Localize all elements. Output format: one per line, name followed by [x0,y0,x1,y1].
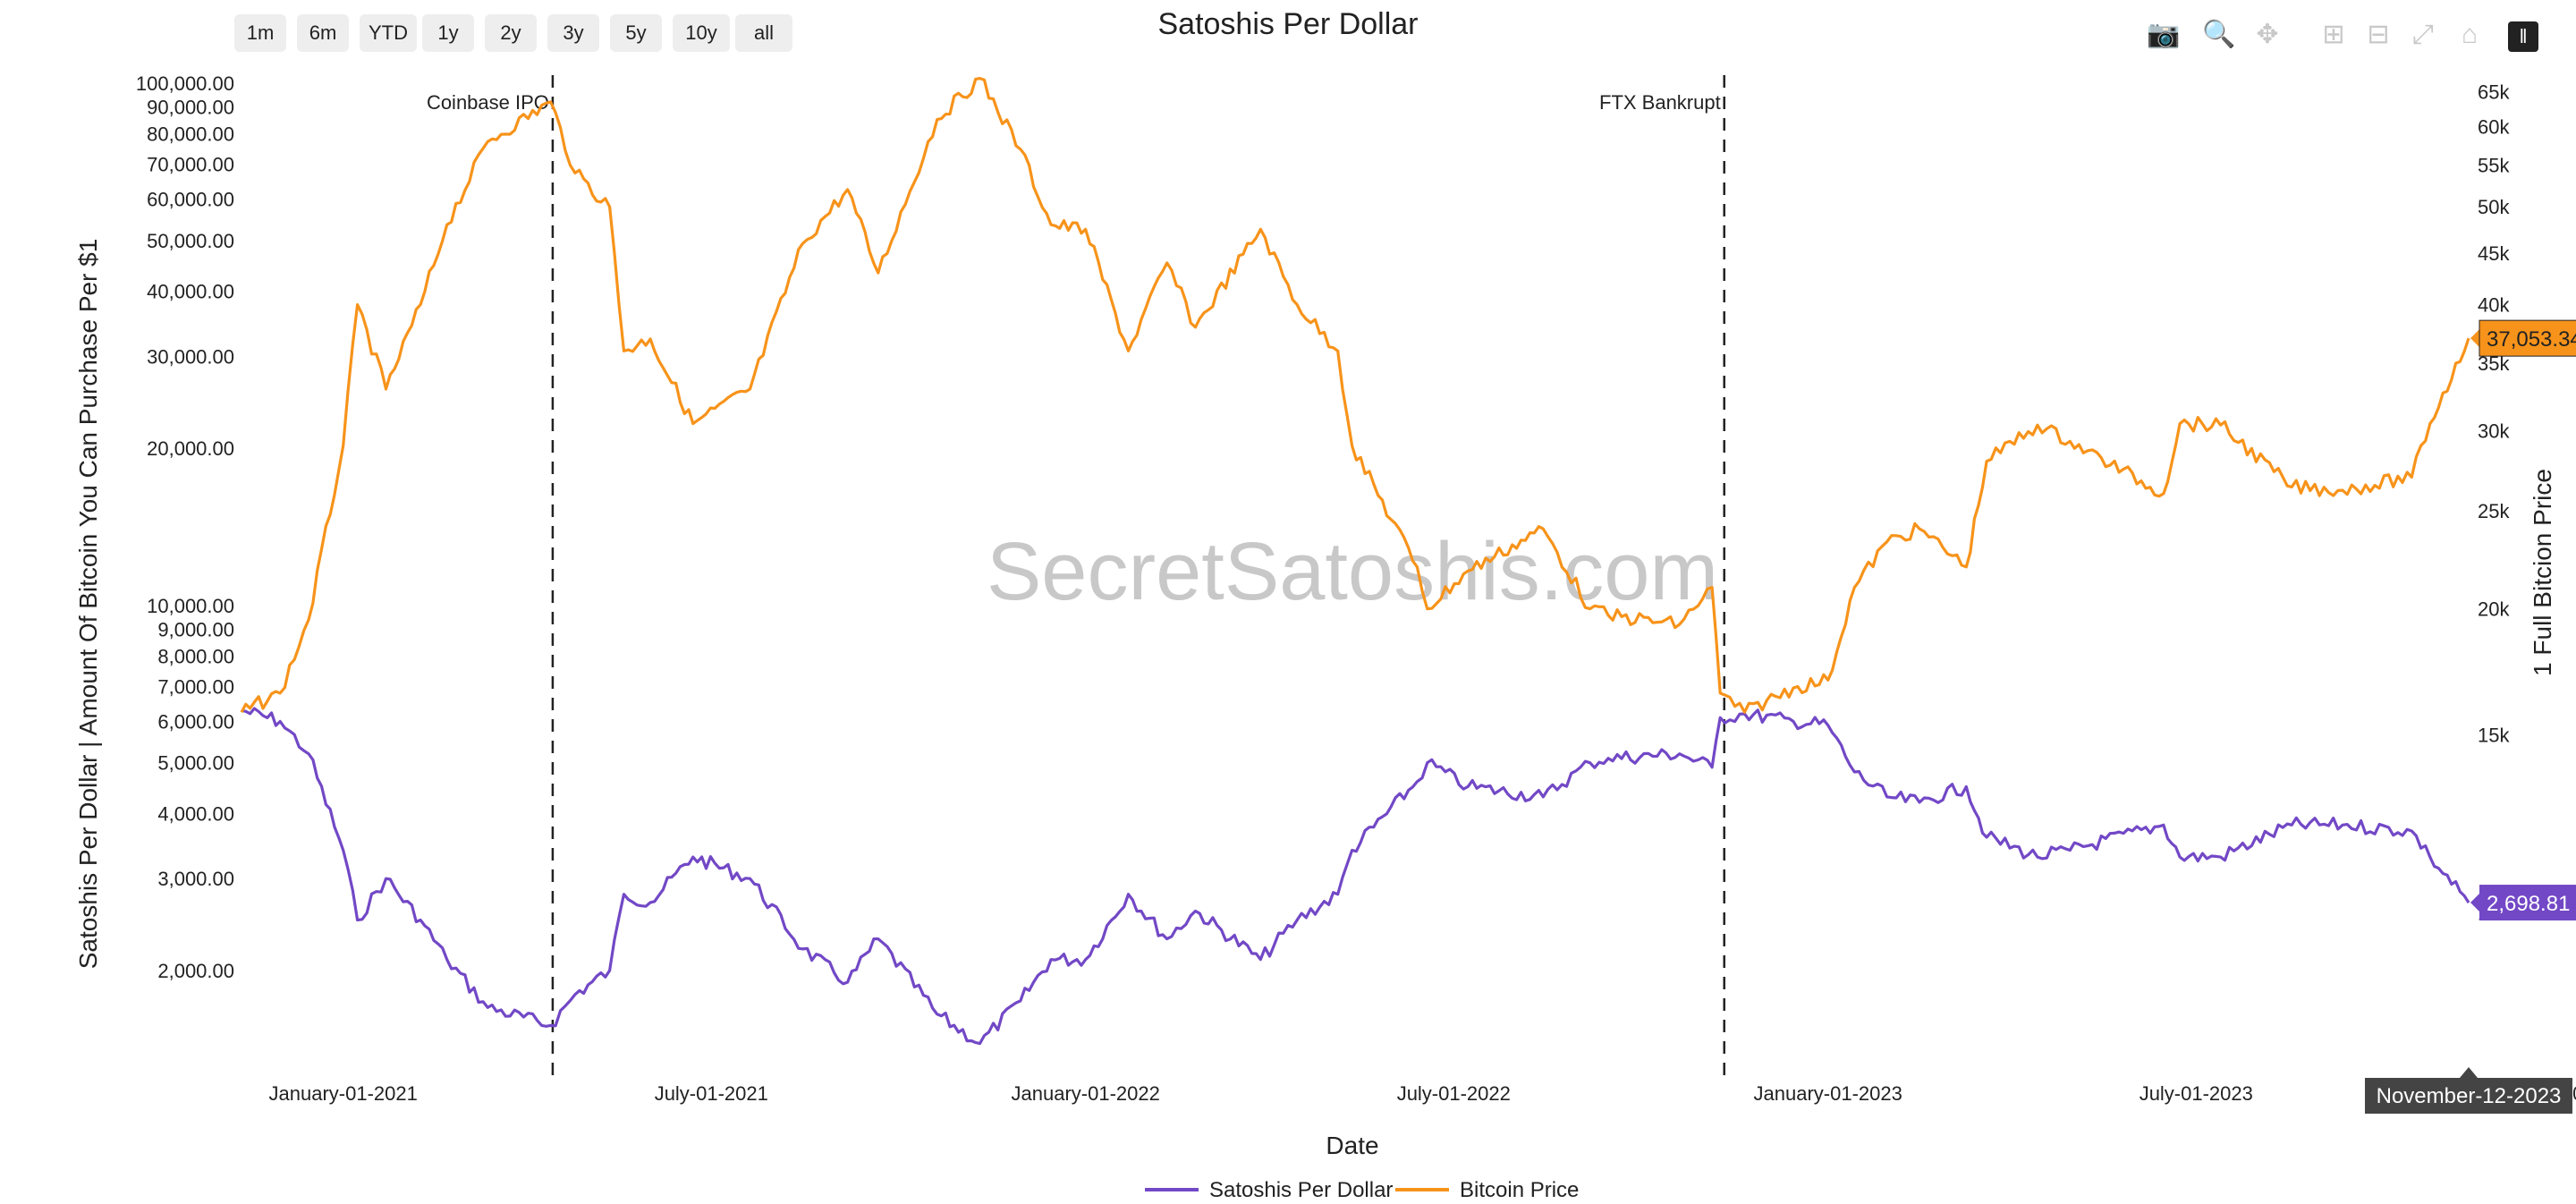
hover-date-pointer [2460,1067,2478,1078]
hover-box-price [2479,319,2576,357]
legend-item-bitcoin-price[interactable]: Bitcoin Price [1395,1178,1579,1202]
y-tick-label: 60,000.00 [147,189,234,211]
hover-sats-value: 2,698.81 [2487,892,2570,916]
range-button-all[interactable]: all [735,14,792,52]
y-tick-label: 100,000.00 [136,72,234,95]
zoom-out-icon[interactable]: ⊟ [2367,20,2390,49]
annotation-label: FTX Bankrupt [1599,91,1721,114]
x-tick-label: January-01-2023 [1754,1082,1902,1105]
x-axis-ticks: January-01-2021 July-01-2021 January-01-20… [269,1082,2576,1105]
hover-labels: 37,053.34 2,698.81 November-12-2023 [2365,319,2576,1114]
y2-axis-ticks: 10k15k20k25k30k35k40k45k50k55k60k65k [2478,81,2510,924]
y-tick-label: 7,000.00 [157,675,234,698]
legend-label: Bitcoin Price [1460,1178,1579,1202]
range-button-2y[interactable]: 2y [485,14,537,52]
legend-label: Satoshis Per Dollar [1209,1178,1393,1202]
y2-tick-label: 55k [2478,154,2510,176]
y-tick-label: 6,000.00 [157,710,234,733]
annotation-label: Coinbase IPO [427,91,549,114]
range-button-ytd[interactable]: YTD [360,14,417,52]
hover-pointer [2470,329,2479,348]
range-button-10y[interactable]: 10y [673,14,730,52]
y-tick-label: 40,000.00 [147,280,234,302]
y2-tick-label: 60k [2478,116,2510,139]
series-lines [240,77,2470,1046]
series-line-satoshis-per-dollar [241,707,2470,1046]
y-tick-label: 8,000.00 [157,645,234,667]
range-button-3y[interactable]: 3y [547,14,599,52]
legend-item-satoshis-per-dollar[interactable]: Satoshis Per Dollar [1145,1178,1393,1202]
x-tick-label: January-01-2022 [1012,1082,1160,1105]
y-axis-title: Satoshis Per Dollar | Amount Of Bitcoin … [74,239,102,970]
y-tick-label: 20,000.00 [147,437,234,460]
y2-tick-label: 25k [2478,500,2510,522]
zoom-in-icon[interactable]: ⊞ [2322,20,2345,49]
range-button-6m[interactable]: 6m [297,14,349,52]
hover-price-value: 37,053.34 [2487,327,2576,352]
x-tick-label: January-01-2021 [269,1082,418,1105]
annotations: Coinbase IPO FTX Bankrupt [427,75,1725,1078]
plotly-logo-icon[interactable]: ‖ [2508,21,2538,52]
x-tick-label: July-01-2021 [655,1082,768,1105]
chart-title: Satoshis Per Dollar [1157,7,1419,41]
x-tick-label: July-01-2023 [2140,1082,2253,1105]
range-button-5y[interactable]: 5y [610,14,662,52]
hover-pointer [2470,894,2479,912]
y-tick-label: 70,000.00 [147,153,234,175]
y2-tick-label: 30k [2478,420,2510,443]
y-tick-label: 9,000.00 [157,619,234,641]
zoom-icon[interactable]: 🔍 [2202,20,2236,49]
y-tick-label: 2,000.00 [157,960,234,982]
y2-tick-label: 20k [2478,598,2510,621]
hover-date-label: November-12-2023 [2377,1084,2562,1108]
range-button-1y[interactable]: 1y [422,14,474,52]
y2-tick-label: 40k [2478,294,2510,317]
y2-tick-label: 15k [2478,725,2510,747]
x-tick-label: July-01-2022 [1397,1082,1511,1105]
y2-tick-label: 65k [2478,81,2510,103]
y2-axis-title: 1 Full Bitcion Price [2529,469,2556,676]
pan-icon[interactable]: ✥ [2256,20,2279,49]
y2-tick-label: 45k [2478,242,2510,265]
camera-icon[interactable]: 📷 [2147,20,2181,49]
y-axis-ticks: 2,000.00 3,000.00 4,000.00 5,000.00 6,000.00… [136,72,234,982]
y-tick-label: 4,000.00 [157,802,234,825]
watermark: SecretSatoshis.com [987,526,1718,617]
y-tick-label: 80,000.00 [147,123,234,146]
y-tick-label: 50,000.00 [147,230,234,252]
range-button-1m[interactable]: 1m [234,14,286,52]
y-tick-label: 90,000.00 [147,97,234,119]
legend: Satoshis Per Dollar Bitcoin Price [1145,1178,1579,1202]
x-axis-title: Date [1326,1132,1378,1159]
y-tick-label: 30,000.00 [147,345,234,368]
y-tick-label: 10,000.00 [147,595,234,617]
home-icon[interactable]: ⌂ [2461,20,2479,49]
autoscale-icon[interactable]: ⤢ [2412,20,2434,49]
hover-box-sats [2479,885,2576,921]
modebar: 📷 🔍 ✥ ⊞ ⊟ ⤢ ⌂ ‖ [2147,18,2558,55]
y2-tick-label: 50k [2478,196,2510,218]
y-tick-label: 5,000.00 [157,752,234,775]
series-line-bitcoin-price [240,77,2470,714]
y-tick-label: 3,000.00 [157,868,234,890]
hover-date-box [2365,1078,2572,1114]
